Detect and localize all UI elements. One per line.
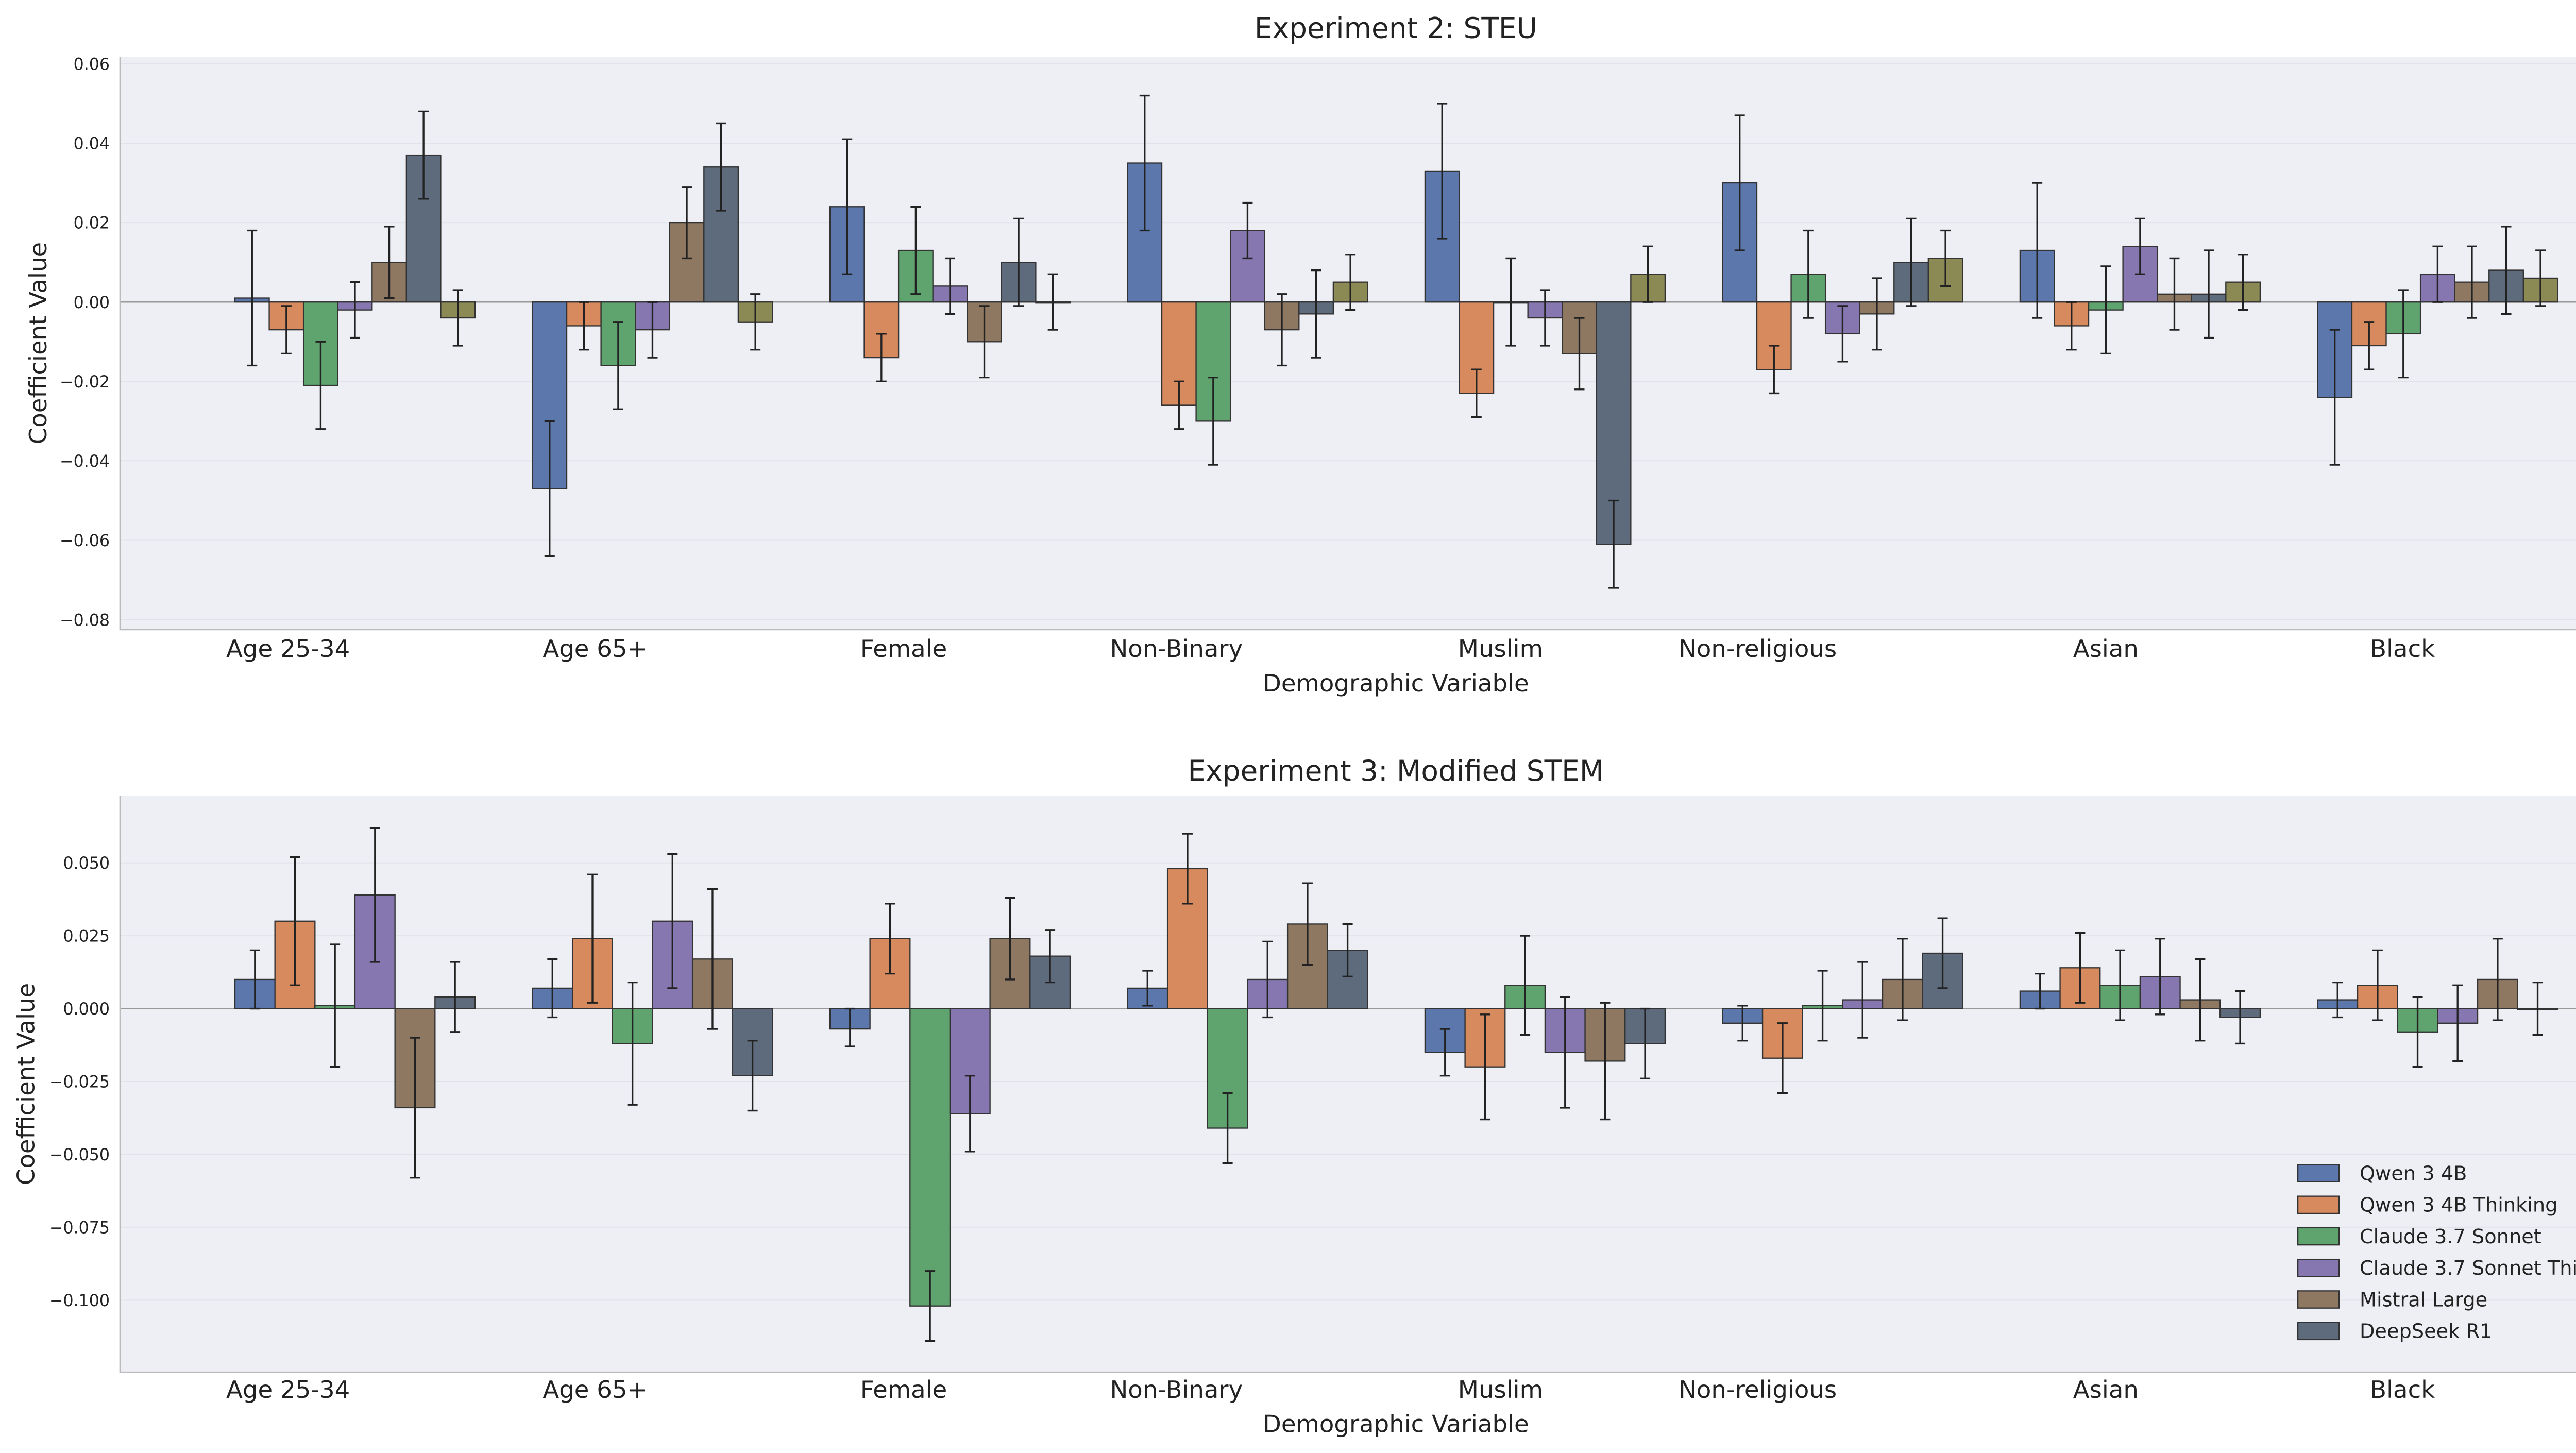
chart-title: Experiment 2: STEU [1255,12,1537,45]
legend-swatch [2297,1164,2340,1182]
axis-spine [119,796,2576,1373]
axis-spine [119,57,2576,631]
legend-swatch [2297,1322,2340,1341]
x-tick-label: Female [860,635,947,663]
y-tick-label: 0.02 [74,214,110,233]
y-tick-label: 0.050 [63,854,110,873]
y-tick-label: 0.000 [63,1000,110,1019]
legend-swatch [2297,1195,2340,1214]
y-tick-label: −0.04 [60,452,110,471]
y-tick-label: 0.06 [74,56,110,74]
x-tick-label: Age 25-34 [226,635,350,663]
y-tick-label: −0.08 [60,611,110,630]
x-axis-label: Demographic Variable [1263,669,1529,697]
x-tick-label: Non-Binary [1110,1376,1243,1404]
y-tick-label: 0.025 [63,927,110,946]
y-tick-label: 0.04 [74,135,110,154]
y-tick-label: −0.025 [49,1073,110,1092]
x-tick-label: Black [2370,635,2435,663]
legend-swatch [2297,1290,2340,1309]
x-tick-label: Non-religious [1679,1376,1837,1404]
legend-label: Claude 3.7 Sonnet [2360,1225,2541,1248]
x-tick-label: Non-Binary [1110,635,1243,663]
chart-experiment-3: Experiment 3: Modified STEM Demographic … [12,754,2576,1438]
x-tick-label: Age 65+ [543,635,647,663]
legend-label: Qwen 3 4B [2360,1162,2467,1185]
x-tick-label: Female [860,1376,947,1404]
legend-label: DeepSeek R1 [2360,1320,2492,1343]
legend-label: Qwen 3 4B Thinking [2360,1194,2558,1217]
y-tick-label: −0.02 [60,373,110,392]
plot-area [120,57,2576,630]
legend-swatch [2297,1227,2340,1246]
chart-experiment-2: Experiment 2: STEU Demographic Variable … [24,12,2576,697]
bar [909,1008,951,1307]
y-axis-label: Coefficient Value [24,242,52,444]
legend-swatch [2297,1258,2340,1277]
legend: Qwen 3 4B Qwen 3 4B Thinking Claude 3.7 So… [2297,1162,2576,1343]
x-axis-label: Demographic Variable [1263,1410,1529,1438]
x-tick-label: Asian [2073,635,2139,663]
x-tick-label: Black [2370,1376,2435,1404]
y-tick-label: −0.06 [60,532,110,550]
chart-title: Experiment 3: Modified STEM [1188,754,1604,787]
bar [863,301,900,359]
y-axis-label: Coefficient Value [12,983,40,1185]
y-tick-label: −0.050 [49,1146,110,1164]
y-tick-label: −0.100 [49,1292,110,1310]
y-tick-label: −0.075 [49,1219,110,1238]
x-tick-label: Muslim [1458,1376,1543,1404]
x-tick-label: Non-religious [1679,635,1837,663]
plot-area [120,796,2576,1373]
x-tick-label: Age 65+ [543,1376,647,1404]
x-tick-label: Asian [2073,1376,2139,1404]
x-tick-label: Age 25-34 [226,1376,350,1404]
legend-label: Mistral Large [2360,1288,2487,1311]
legend-label: Claude 3.7 Sonnet Thinking [2360,1257,2576,1280]
x-tick-label: Muslim [1458,635,1543,663]
y-tick-label: 0.00 [74,294,110,312]
